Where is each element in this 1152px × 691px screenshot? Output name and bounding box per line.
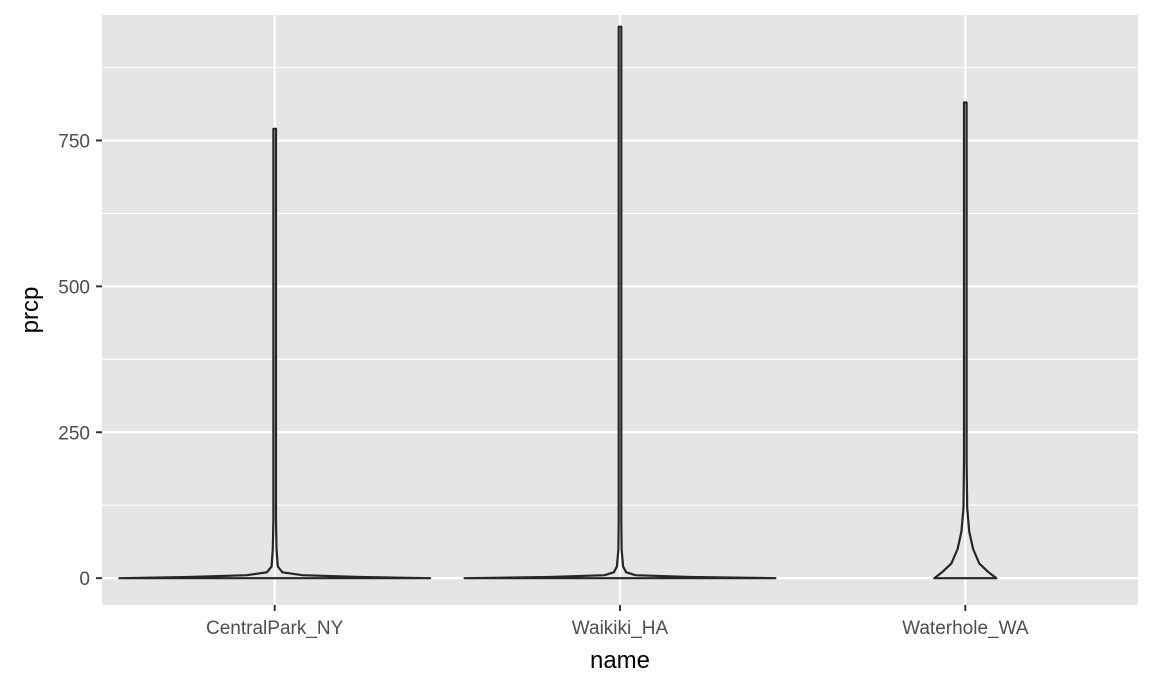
y-tick-label: 250 (58, 423, 90, 444)
violin-CentralPark_NY (118, 127, 432, 580)
major-gridlines (102, 15, 1138, 605)
y-tick-label: 500 (58, 277, 90, 298)
x-tick-label: CentralPark_NY (206, 618, 344, 639)
x-axis-title: name (590, 647, 650, 674)
x-tick-label: Waikiki_HA (572, 618, 669, 639)
y-tick-label: 750 (58, 131, 90, 152)
x-tick-label: Waterhole_WA (902, 618, 1029, 639)
y-axis: 0 250 500 750 (58, 131, 102, 590)
x-axis: CentralPark_NY Waikiki_HA Waterhole_WA (206, 605, 1029, 639)
y-tick-label: 0 (79, 569, 90, 590)
violins (118, 25, 998, 580)
violin-Waikiki_HA (463, 25, 777, 580)
violin-Waterhole_WA (933, 101, 998, 580)
y-axis-title: prcp (17, 287, 44, 334)
